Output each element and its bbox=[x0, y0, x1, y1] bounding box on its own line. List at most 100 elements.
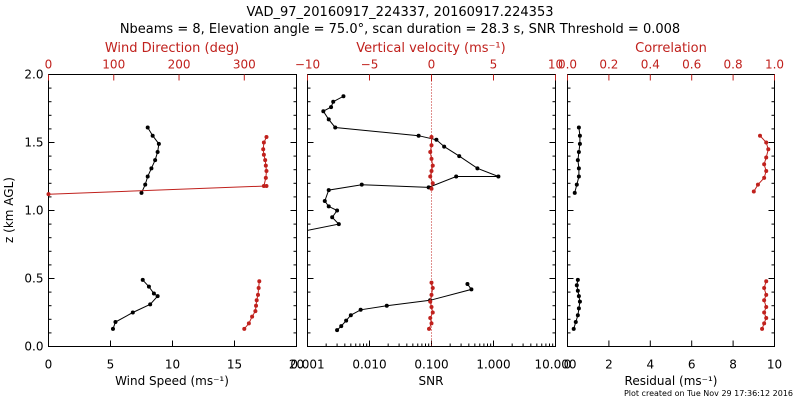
snr-snr-point bbox=[359, 182, 364, 187]
residual-x-tick-label: 4 bbox=[646, 358, 654, 372]
wind-x-tick-label: 15 bbox=[227, 358, 242, 372]
snr-x-tick-label: 10.000 bbox=[535, 358, 577, 372]
snr-snr-point bbox=[330, 215, 335, 220]
residual-residual-point bbox=[574, 283, 579, 288]
y-tick-label: 0.5 bbox=[24, 272, 43, 286]
wind-wind-direction-point bbox=[256, 286, 261, 291]
snr-x-tick-label: 0.001 bbox=[290, 358, 324, 372]
snr-snr-point bbox=[333, 125, 338, 130]
snr-panel: 0.001 0.010 0.100 1.000 10.000 −10 −5 0 5 10 Vert… bbox=[290, 41, 576, 388]
wind-wind-direction-point bbox=[242, 326, 247, 331]
wind-wind-speed-point bbox=[148, 302, 153, 307]
residual-residual-point bbox=[576, 294, 581, 299]
residual-panel-frame bbox=[567, 74, 775, 347]
snr-snr-point bbox=[322, 198, 327, 203]
snr-snr-point bbox=[341, 94, 346, 99]
wind-wind-speed-point bbox=[113, 320, 118, 325]
wind-wind-speed-point bbox=[130, 310, 135, 315]
residual-correlation-point bbox=[762, 286, 767, 291]
snr-vertical-velocity-point bbox=[429, 135, 434, 140]
wind-wind-speed-point bbox=[151, 291, 156, 296]
wind-wind-speed-point bbox=[143, 182, 148, 187]
residual-correlation-point bbox=[764, 315, 769, 320]
snr-snr-point bbox=[335, 328, 340, 333]
snr-top-x-tick-label: −10 bbox=[295, 58, 320, 72]
residual-correlation-point bbox=[760, 326, 765, 331]
residual-correlation-point bbox=[758, 133, 763, 138]
wind-wind-direction-point bbox=[263, 158, 268, 163]
wind-wind-speed-point bbox=[155, 150, 160, 155]
snr-snr-point bbox=[358, 307, 363, 312]
residual-x-tick-label: 2 bbox=[605, 358, 613, 372]
residual-panel: 0 2 4 6 8 10 0.0 0.2 0.4 0.6 0.8 1.0 Correlation Re… bbox=[558, 41, 784, 388]
wind-wind-direction-point bbox=[46, 192, 51, 197]
residual-top-x-tick-label: 0.2 bbox=[599, 58, 618, 72]
residual-correlation-point bbox=[764, 169, 769, 174]
residual-correlation-point bbox=[764, 155, 769, 160]
residual-correlation-point bbox=[762, 298, 767, 303]
wind-wind-direction-point bbox=[254, 303, 259, 308]
wind-x-tick-label: 20 bbox=[289, 358, 304, 372]
wind-wind-direction-point bbox=[264, 135, 269, 140]
residual-residual-point bbox=[575, 288, 580, 293]
residual-correlation-point bbox=[762, 162, 767, 167]
wind-wind-speed-point bbox=[146, 284, 151, 289]
snr-snr-point bbox=[457, 154, 462, 159]
y-tick-label: 0.0 bbox=[24, 340, 43, 354]
snr-vertical-velocity-point bbox=[429, 280, 434, 285]
y-tick-label: 1.0 bbox=[24, 204, 43, 218]
snr-vertical-velocity-point bbox=[429, 156, 434, 161]
residual-correlation-point bbox=[766, 147, 771, 152]
wind-top-x-tick-label: 0 bbox=[45, 58, 53, 72]
wind-wind-speed-point bbox=[139, 190, 144, 195]
snr-snr-point bbox=[331, 99, 336, 104]
snr-snr-point bbox=[384, 303, 389, 308]
wind-wind-direction-point bbox=[263, 163, 268, 168]
residual-residual-point bbox=[577, 299, 582, 304]
residual-top-x-tick-label: 0.4 bbox=[641, 58, 660, 72]
wind-wind-direction-point bbox=[246, 321, 251, 326]
wind-x-tick-label: 10 bbox=[165, 358, 180, 372]
wind-wind-speed-point bbox=[155, 294, 160, 299]
plot-created-footer: Plot created on Tue Nov 29 17:36:12 2016 bbox=[624, 389, 793, 398]
figure-subtitle: Nbeams = 8, Elevation angle = 75.0°, sca… bbox=[120, 22, 680, 37]
snr-snr-point bbox=[465, 281, 470, 286]
wind-wind-direction-point bbox=[264, 184, 269, 189]
wind-top-x-tick-label: 100 bbox=[102, 58, 125, 72]
snr-snr-point bbox=[442, 144, 447, 149]
residual-correlation-point bbox=[764, 292, 769, 297]
snr-marks: 0.001 0.010 0.100 1.000 10.000 −10 −5 0 5 10 bbox=[290, 58, 576, 372]
snr-vertical-velocity-point bbox=[429, 305, 434, 310]
snr-snr-point bbox=[335, 208, 340, 213]
wind-panel: 0.00.51.01.52.00 5 10 15 200 100 200 300 Wind D… bbox=[2, 41, 304, 388]
snr-snr-line bbox=[336, 283, 473, 331]
snr-snr-point bbox=[336, 222, 341, 227]
snr-top-x-tick-label: 10 bbox=[548, 58, 563, 72]
residual-residual-point bbox=[575, 158, 580, 163]
residual-residual-point bbox=[571, 326, 576, 331]
snr-snr-point bbox=[434, 137, 439, 142]
snr-top-x-tick-label: 0 bbox=[428, 58, 436, 72]
residual-top-x-tick-label: 1.0 bbox=[765, 58, 784, 72]
wind-wind-speed-point bbox=[150, 133, 155, 138]
wind-wind-direction-point bbox=[253, 309, 258, 314]
snr-vertical-velocity-point bbox=[430, 181, 435, 186]
wind-direction-axis-label: Wind Direction (deg) bbox=[105, 41, 239, 56]
wind-wind-speed-point bbox=[145, 174, 150, 179]
residual-x-tick-label: 0 bbox=[564, 358, 572, 372]
snr-vertical-velocity-point bbox=[430, 310, 435, 315]
snr-vertical-velocity-point bbox=[429, 169, 434, 174]
snr-vertical-velocity-point bbox=[428, 150, 433, 155]
residual-correlation-point bbox=[764, 305, 769, 310]
residual-residual-point bbox=[576, 125, 581, 130]
wind-speed-axis-label: Wind Speed (ms⁻¹) bbox=[115, 374, 229, 388]
residual-top-x-tick-label: 0.8 bbox=[724, 58, 743, 72]
snr-vertical-velocity-point bbox=[428, 315, 433, 320]
wind-wind-direction-point bbox=[261, 147, 266, 152]
correlation-axis-label: Correlation bbox=[635, 41, 707, 56]
snr-snr-point bbox=[329, 105, 334, 110]
wind-wind-direction-point bbox=[261, 152, 266, 157]
residual-residual-point bbox=[577, 141, 582, 146]
wind-wind-direction-point bbox=[263, 175, 268, 180]
